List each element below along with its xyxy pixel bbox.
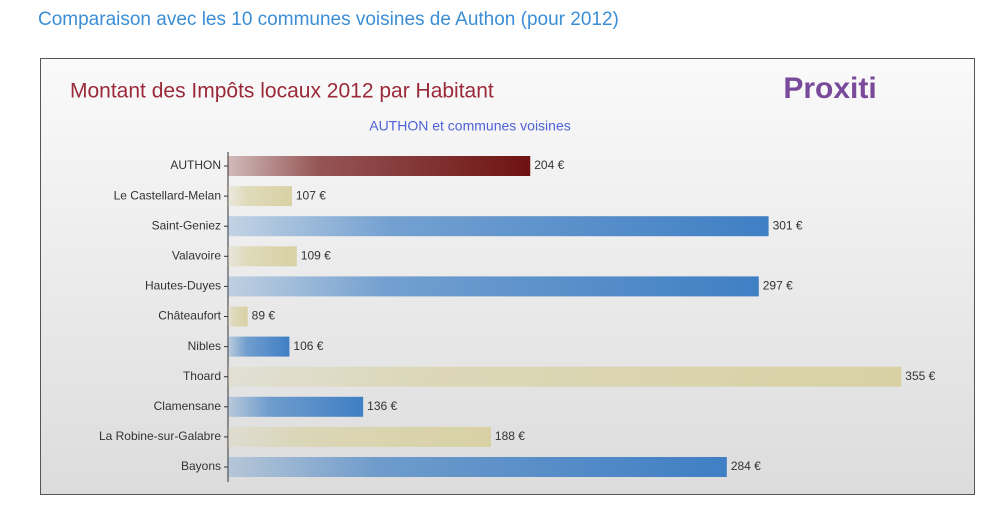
bar [228,336,290,357]
value-label: 284 € [731,459,761,473]
value-label: 301 € [773,218,803,232]
heading: Comparaison avec les 10 communes voisine… [38,9,619,30]
category-label: Châteaufort [158,309,221,323]
value-label: 89 € [252,309,276,323]
value-label: 109 € [301,248,331,262]
logo: Proxiti [783,72,876,105]
category-label: Saint-Geniez [152,218,221,232]
chart-title: Montant des Impôts locaux 2012 par Habit… [70,80,494,103]
bar [228,306,248,327]
value-label: 107 € [296,188,326,202]
bar [228,396,364,417]
bar [228,186,292,207]
value-label: 136 € [367,399,397,413]
bar [228,246,297,267]
category-label: Valavoire [172,248,221,262]
category-label: Clamensane [154,399,222,413]
bar [228,156,531,176]
value-label: 106 € [293,339,323,353]
bar [228,216,769,237]
value-label: 188 € [495,429,525,443]
category-label: AUTHON [170,158,221,172]
category-label: Nibles [188,339,221,353]
value-label: 204 € [534,158,564,172]
category-label: Bayons [181,459,221,473]
bar [228,457,727,477]
bar [228,366,902,387]
bar [228,426,491,447]
category-label: La Robine-sur-Galabre [99,429,221,443]
category-label: Le Castellard-Melan [114,188,221,202]
chart-subtitle: AUTHON et communes voisines [369,118,571,134]
value-label: 355 € [905,369,935,383]
bar [228,276,759,297]
value-label: 297 € [763,279,793,293]
category-label: Thoard [183,369,221,383]
category-label: Hautes-Duyes [145,279,221,293]
